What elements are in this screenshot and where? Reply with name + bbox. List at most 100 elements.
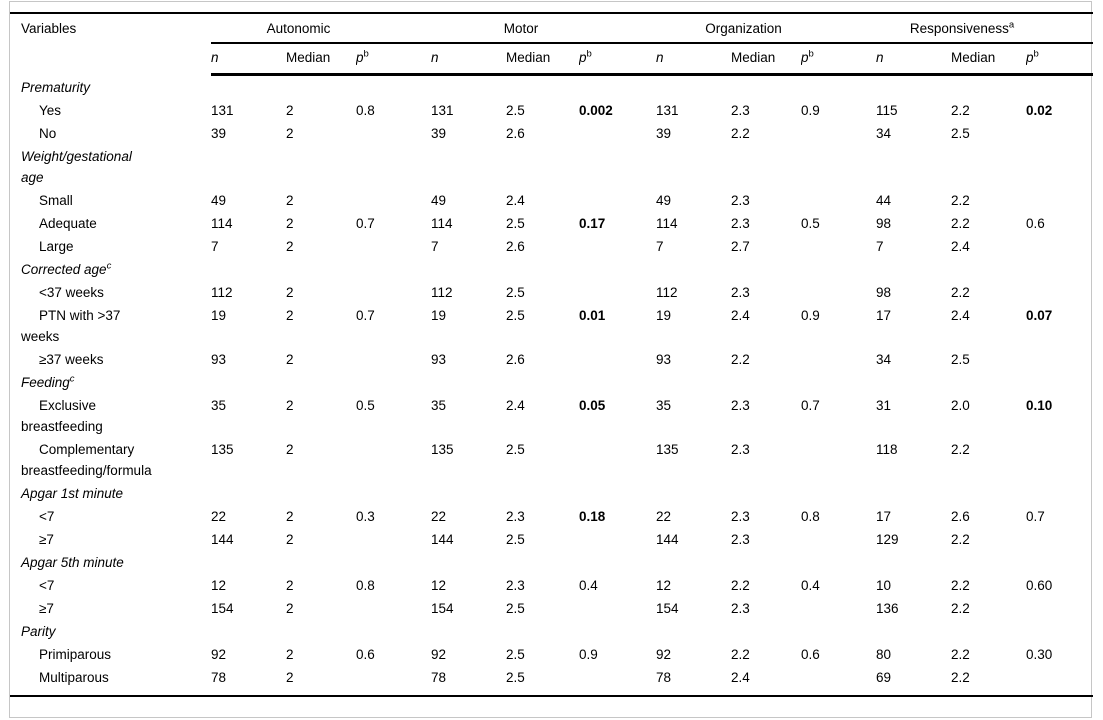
sub-header-row: n Median pb n Median pb n Median pb n Me… — [10, 43, 1094, 76]
column-header-n: n — [211, 43, 286, 76]
value-cell: 2.5 — [506, 284, 525, 300]
value-cell — [951, 619, 1026, 642]
column-header-variables: Variables — [10, 12, 211, 75]
value-cell: 135 — [656, 441, 679, 457]
value-cell — [579, 370, 656, 393]
value-cell — [876, 619, 951, 642]
value-cell — [356, 234, 431, 257]
table-row: Large 7 2 7 2.6 7 2.7 7 2.4 — [10, 234, 1093, 257]
value-cell — [506, 370, 579, 393]
value-cell — [801, 75, 876, 98]
value-cell — [356, 619, 431, 642]
table-header: Variables Autonomic Motor Organization R… — [10, 12, 1094, 76]
value-cell — [356, 144, 431, 188]
value-cell: 2.5 — [506, 441, 525, 457]
value-cell — [656, 550, 731, 573]
value-cell: 2 — [286, 646, 294, 662]
value-cell: 12 — [656, 577, 672, 593]
value-cell — [286, 75, 356, 98]
value-cell — [579, 280, 656, 303]
column-header-median: Median — [731, 43, 802, 76]
row-label: ≥7 — [39, 600, 54, 616]
value-cell — [211, 144, 286, 188]
value-cell — [356, 550, 431, 573]
footnote-marker: b — [808, 48, 814, 60]
footnote-marker: b — [586, 48, 592, 60]
row-label: Multiparous — [10, 664, 211, 697]
value-cell: 2.5 — [506, 600, 525, 616]
value-cell — [431, 370, 506, 393]
table-row: Complementary breastfeeding/formula 135 2 1… — [10, 437, 1093, 481]
value-cell: 12 — [431, 577, 447, 593]
row-label: Adequate — [39, 215, 97, 231]
section-row: Parity — [10, 619, 1093, 642]
value-cell: 2.2 — [951, 284, 970, 300]
value-cell: 135 — [211, 441, 234, 457]
value-cell — [211, 619, 286, 642]
value-cell: 2.2 — [951, 192, 970, 208]
value-cell: 2.2 — [951, 577, 970, 593]
value-cell — [951, 370, 1026, 393]
value-cell: 19 — [656, 307, 672, 323]
value-cell — [506, 257, 579, 280]
value-cell — [656, 481, 731, 504]
row-label: Complementary breastfeeding/formula — [21, 441, 152, 478]
value-cell: 92 — [656, 646, 672, 662]
results-table: Variables Autonomic Motor Organization R… — [10, 12, 1094, 697]
column-header-p: pb — [356, 43, 431, 76]
row-label: ≥37 weeks — [39, 351, 104, 367]
value-cell — [356, 664, 431, 697]
value-cell: 0.6 — [801, 646, 820, 662]
value-cell: 2.6 — [506, 238, 525, 254]
value-cell: 49 — [431, 192, 447, 208]
value-cell: 2.5 — [506, 664, 579, 697]
value-cell — [1026, 481, 1093, 504]
section-row: Weight/gestational age — [10, 144, 1093, 188]
value-cell — [1026, 257, 1093, 280]
value-cell: 17 — [876, 508, 892, 524]
value-cell: 131 — [431, 102, 454, 118]
value-cell — [951, 75, 1026, 98]
value-cell: 92 — [211, 646, 227, 662]
value-cell: 2.5 — [506, 531, 525, 547]
value-cell: 0.60 — [1026, 577, 1053, 593]
table-body: Prematurity Yes 131 2 0.8 131 2.5 0.002 131 2.3 0.… — [10, 75, 1094, 697]
value-cell: 31 — [876, 397, 892, 413]
section-row: Apgar 1st minute — [10, 481, 1093, 504]
value-cell: 114 — [656, 215, 678, 231]
value-cell: 0.3 — [356, 508, 375, 524]
value-cell — [356, 347, 431, 370]
column-header-n: n — [431, 43, 506, 76]
value-cell: 34 — [876, 125, 892, 141]
row-label: Apgar 5th minute — [21, 554, 124, 570]
table-row: No 39 2 39 2.6 39 2.2 34 2.5 — [10, 121, 1093, 144]
value-cell — [801, 188, 876, 211]
value-cell: 2.4 — [951, 307, 970, 323]
value-cell: 39 — [431, 125, 447, 141]
value-cell — [951, 550, 1026, 573]
table-row: ≥7 154 2 154 2.5 154 2.3 136 2.2 — [10, 596, 1093, 619]
value-cell — [876, 370, 951, 393]
value-cell: 131 — [211, 102, 234, 118]
value-cell: 2.2 — [731, 646, 750, 662]
value-cell: 49 — [656, 192, 672, 208]
value-cell: 144 — [211, 531, 234, 547]
value-cell — [801, 527, 876, 550]
section-row: Feedingc — [10, 370, 1093, 393]
value-cell — [801, 347, 876, 370]
value-cell: 2.5 — [506, 215, 525, 231]
value-cell — [731, 370, 801, 393]
value-cell: 0.7 — [801, 397, 820, 413]
value-cell — [876, 481, 951, 504]
value-cell: 0.02 — [1026, 102, 1053, 118]
value-cell — [286, 619, 356, 642]
value-cell: 0.9 — [579, 646, 598, 662]
value-cell — [731, 619, 801, 642]
value-cell: 2.2 — [951, 102, 970, 118]
value-cell — [876, 550, 951, 573]
value-cell — [801, 619, 876, 642]
value-cell — [801, 257, 876, 280]
value-cell: 2 — [286, 192, 294, 208]
value-cell — [286, 550, 356, 573]
row-label: Small — [39, 192, 73, 208]
